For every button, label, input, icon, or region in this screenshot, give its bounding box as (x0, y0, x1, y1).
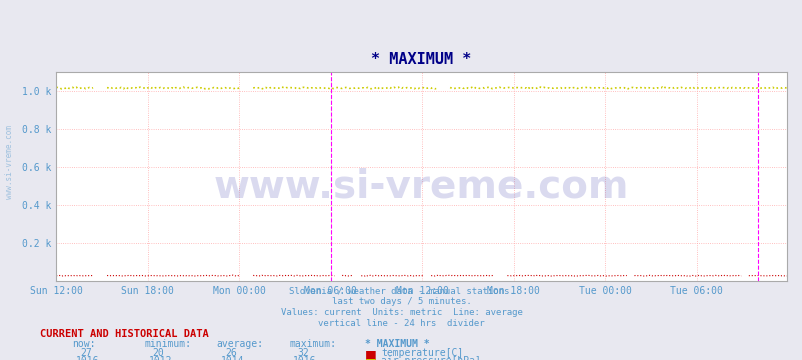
Text: 26: 26 (225, 348, 237, 358)
Title: * MAXIMUM *: * MAXIMUM * (371, 52, 471, 67)
Text: temperature[C]: temperature[C] (381, 348, 463, 358)
Text: 32: 32 (297, 348, 309, 358)
Text: maximum:: maximum: (289, 339, 336, 349)
Text: Values: current  Units: metric  Line: average: Values: current Units: metric Line: aver… (280, 308, 522, 317)
Text: last two days / 5 minutes.: last two days / 5 minutes. (331, 297, 471, 306)
Text: * MAXIMUM *: * MAXIMUM * (365, 339, 429, 349)
Text: vertical line - 24 hrs  divider: vertical line - 24 hrs divider (318, 319, 484, 328)
Text: minimum:: minimum: (144, 339, 192, 349)
Text: Slovenia / weather data - manual stations.: Slovenia / weather data - manual station… (288, 286, 514, 295)
Text: 1016: 1016 (293, 356, 316, 360)
Text: 27: 27 (80, 348, 92, 358)
Text: www.si-vreme.com: www.si-vreme.com (5, 125, 14, 199)
Text: average:: average: (217, 339, 264, 349)
Text: 1012: 1012 (148, 356, 172, 360)
Text: 1014: 1014 (221, 356, 244, 360)
Text: CURRENT AND HISTORICAL DATA: CURRENT AND HISTORICAL DATA (40, 329, 209, 339)
Text: now:: now: (72, 339, 95, 349)
Text: 1016: 1016 (76, 356, 99, 360)
Text: ■: ■ (365, 348, 377, 360)
Text: 20: 20 (152, 348, 164, 358)
Text: ■: ■ (365, 356, 377, 360)
Text: www.si-vreme.com: www.si-vreme.com (213, 168, 629, 206)
Text: air pressure[hPa]: air pressure[hPa] (381, 356, 480, 360)
